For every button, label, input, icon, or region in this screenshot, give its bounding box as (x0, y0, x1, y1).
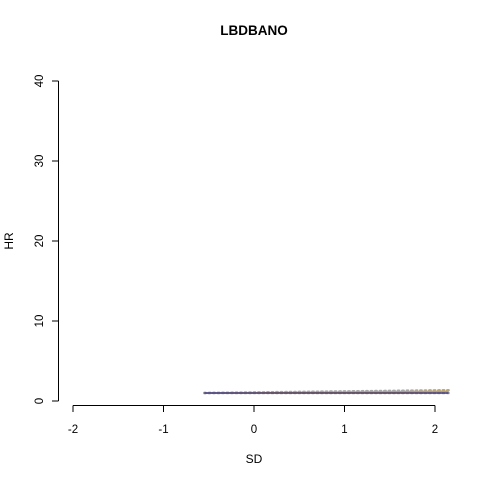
y-tick-label: 20 (34, 235, 46, 248)
x-tick-label: 0 (251, 424, 257, 436)
y-tick-label: 0 (34, 398, 46, 404)
x-ticks: -2 -1 0 1 2 (68, 406, 438, 437)
x-tick-label: 1 (341, 424, 347, 436)
y-tick-label: 40 (34, 75, 46, 88)
y-ticks: 0 10 20 30 40 (34, 75, 59, 405)
y-axis: 0 10 20 30 40 (34, 75, 59, 405)
x-tick-label: -1 (158, 424, 168, 436)
series-layer (204, 390, 448, 393)
x-tick-label: -2 (68, 424, 78, 436)
y-tick-label: 30 (34, 155, 46, 168)
x-tick-label: 2 (432, 424, 438, 436)
y-axis-title: HR (2, 232, 16, 250)
x-axis: -2 -1 0 1 2 (68, 406, 438, 437)
chart-title: LBDBANO (220, 23, 288, 38)
x-axis-title: SD (246, 452, 263, 466)
y-tick-label: 10 (34, 315, 46, 328)
